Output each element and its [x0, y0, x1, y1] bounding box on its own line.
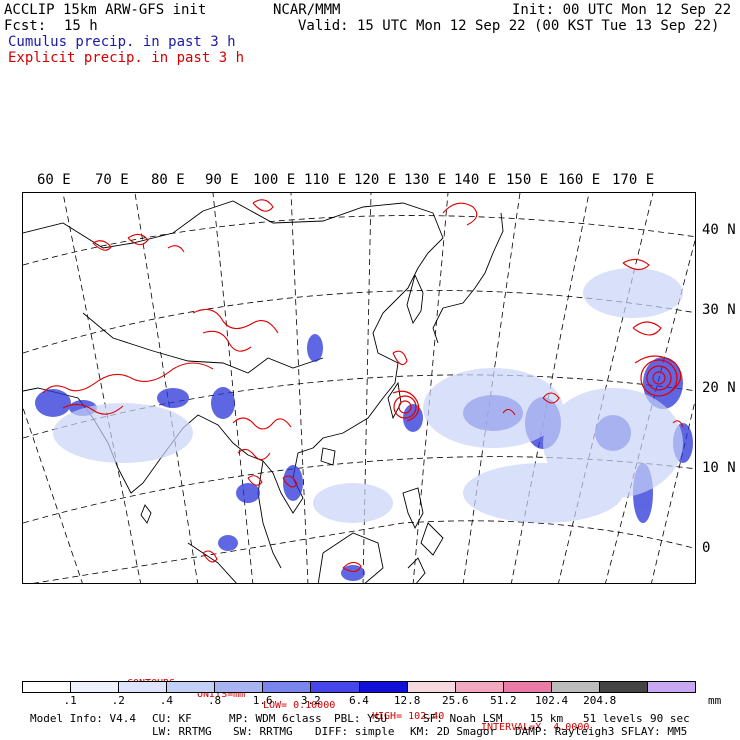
- valid-time: Valid: 15 UTC Mon 12 Sep 22 (00 KST Tue …: [298, 18, 720, 34]
- colorbar-label: .1: [63, 694, 77, 707]
- colorbar-swatch: [215, 682, 264, 692]
- contours-interval: INTERVAL=X 4.0000: [481, 722, 590, 733]
- lon-label: 170 E: [612, 172, 655, 188]
- colorbar: [22, 681, 696, 693]
- colorbar-swatch: [263, 682, 312, 692]
- vertical-levels: 51 levels: [583, 712, 643, 725]
- colorbar-swatch: [648, 682, 696, 692]
- shortwave-scheme: SW: RRTMG: [233, 725, 293, 738]
- resolution: 15 km: [530, 712, 564, 725]
- colorbar-label: .8: [207, 694, 222, 707]
- lon-label: 160 E: [558, 172, 601, 188]
- lon-label: 140 E: [454, 172, 497, 188]
- contours-units: UNITS=mm: [197, 689, 246, 700]
- colorbar-label: 3.2: [300, 694, 321, 707]
- map-panel: [22, 192, 696, 584]
- colorbar-swatch: [311, 682, 360, 692]
- lon-label: 120 E: [354, 172, 397, 188]
- microphysics: MP: WDM 6class: [229, 712, 322, 725]
- colorbar-swatch: [407, 682, 456, 692]
- explicit-precip: [42, 199, 684, 573]
- pbl-scheme: PBL: YSU: [334, 712, 387, 725]
- contours-high: HIGH= 102.40: [372, 711, 445, 722]
- lon-label: 100 E: [253, 172, 296, 188]
- colorbar-label: 25.6: [442, 694, 469, 707]
- diffusion: DIFF: simple: [315, 725, 395, 738]
- colorbar-swatch: [503, 682, 552, 692]
- colorbar-label: .4: [159, 694, 174, 707]
- colorbar-swatch: [359, 682, 408, 692]
- colorbar-swatch: [71, 682, 120, 692]
- lon-label: 80 E: [151, 172, 185, 188]
- light-precip: [53, 268, 683, 523]
- center-label: NCAR/MMM: [273, 2, 341, 18]
- colorbar-unit: mm: [708, 694, 722, 707]
- forecast-hour: 15 h: [64, 18, 98, 34]
- colorbar-label: 6.4: [349, 694, 369, 707]
- colorbar-swatch: [599, 682, 649, 692]
- lon-label: 150 E: [506, 172, 549, 188]
- lon-label: 90 E: [205, 172, 239, 188]
- colorbar-label: .2: [111, 694, 125, 707]
- colorbar-label: 12.8: [393, 694, 421, 707]
- timestep: 90 sec: [650, 712, 690, 725]
- lat-label: 20 N: [702, 380, 736, 396]
- lat-label: 30 N: [702, 302, 736, 318]
- lat-label: 10 N: [702, 460, 736, 476]
- km-option: KM: 2D Smagor: [410, 725, 497, 738]
- colorbar-swatch: [167, 682, 216, 692]
- model-info: Model Info: V4.4: [30, 712, 136, 725]
- colorbar-swatch: [455, 682, 504, 692]
- lat-label: 0: [702, 540, 711, 556]
- lat-label: 40 N: [702, 222, 736, 238]
- cumulus-legend: Cumulus precip. in past 3 h: [8, 34, 236, 50]
- damping: DAMP: Rayleigh3: [515, 725, 615, 738]
- colorbar-label: 102.4: [535, 694, 569, 707]
- explicit-legend: Explicit precip. in past 3 h: [8, 50, 245, 66]
- colorbar-swatch: [119, 682, 168, 692]
- colorbar-swatch: [23, 682, 72, 692]
- colorbar-label: 204.8: [583, 694, 617, 707]
- contours-low: LOW= 0.10000: [263, 700, 336, 711]
- surface-layer: SFLAY: MM5: [621, 725, 688, 738]
- lon-label: 110 E: [304, 172, 347, 188]
- lon-label: 70 E: [95, 172, 129, 188]
- cumulus-scheme: CU: KF: [152, 712, 192, 725]
- lon-label: 130 E: [404, 172, 447, 188]
- init-time: Init: 00 UTC Mon 12 Sep 22: [512, 2, 732, 18]
- typhoon-spiral: [392, 355, 682, 422]
- colorbar-swatch: [551, 682, 600, 692]
- surface-scheme: SF: Noah LSM: [423, 712, 503, 725]
- colorbar-label: 1.6: [252, 694, 273, 707]
- plot-title: ACCLIP 15km ARW-GFS init: [4, 2, 207, 18]
- forecast-label: Fcst:: [4, 18, 47, 34]
- longitude-lines: [23, 193, 695, 583]
- longwave-scheme: LW: RRTMG: [152, 725, 212, 738]
- precip-map: [23, 193, 695, 583]
- colorbar-label: 51.2: [490, 694, 517, 707]
- lon-label: 60 E: [37, 172, 71, 188]
